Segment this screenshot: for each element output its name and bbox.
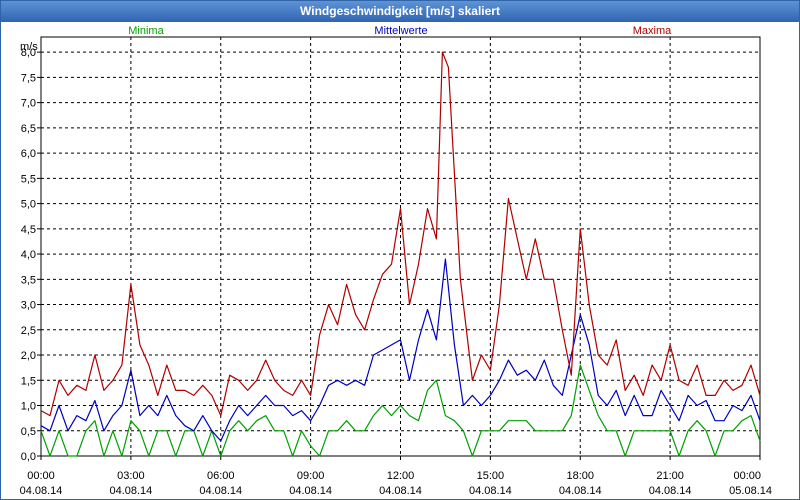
x-tick-time: 18:00 [566,470,594,482]
y-tick-label: 1,5 [21,375,36,387]
y-tick-label: 5,5 [21,173,36,185]
y-tick-label: 7,5 [21,72,36,84]
legend-entry-minima: Minima [128,25,164,37]
y-tick-label: 6,5 [21,123,36,135]
x-tick-date: 04.08.14 [379,485,422,497]
plot-frame [40,36,761,457]
x-tick-date: 04.08.14 [109,485,152,497]
legend-entry-maxima: Maxima [633,25,672,37]
x-tick-time: 12:00 [387,470,415,482]
y-tick-label: 0,0 [21,451,36,463]
series-line-minima [40,364,761,457]
tick-labels: 0,0 0,5 1,0 1,5 2,0 2,5 3,0 3,5 4,0 4,5 5,0 5,5 6,0 6… [20,41,772,497]
x-tick-time: 21:00 [656,470,684,482]
y-tick-label: 5,0 [21,199,36,211]
axes [37,36,761,460]
x-tick-time: 06:00 [207,470,235,482]
x-tick-time: 15:00 [477,470,505,482]
x-tick-date: 04.08.14 [199,485,242,497]
y-axis-label: m/s [20,41,38,53]
series [40,51,761,457]
x-tick-date: 04.08.14 [559,485,602,497]
y-tick-label: 0,5 [21,426,36,438]
x-tick-date: 04.08.14 [649,485,692,497]
grid [41,37,760,457]
y-tick-label: 2,0 [21,350,36,362]
series-line-mittelwerte [40,258,761,442]
y-tick-label: 3,5 [21,274,36,286]
x-tick-date: 04.08.14 [469,485,512,497]
x-tick-date: 04.08.14 [20,485,63,497]
y-tick-label: 3,0 [21,300,36,312]
y-tick-label: 4,0 [21,249,36,261]
legend: Minima Mittelwerte Maxima [128,25,672,37]
x-tick-time: 09:00 [297,470,325,482]
x-tick-time: 03:00 [117,470,145,482]
y-tick-label: 7,0 [21,98,36,110]
series-line-maxima [40,51,761,417]
y-tick-label: 1,0 [21,401,36,413]
y-tick-label: 8,0 [21,47,36,59]
y-tick-label: 2,5 [21,325,36,337]
x-tick-time: 00:00 [27,470,55,482]
window-title: Windgeschwindigkeit [m/s] skaliert [1,1,799,22]
legend-entry-mittelwerte: Mittelwerte [374,25,427,37]
y-tick-label: 6,0 [21,148,36,160]
x-tick-time: 00:00 [733,470,761,482]
x-tick-date: 04.08.14 [289,485,332,497]
y-tick-label: 4,5 [21,224,36,236]
x-tick-date: 05.08.14 [729,485,772,497]
